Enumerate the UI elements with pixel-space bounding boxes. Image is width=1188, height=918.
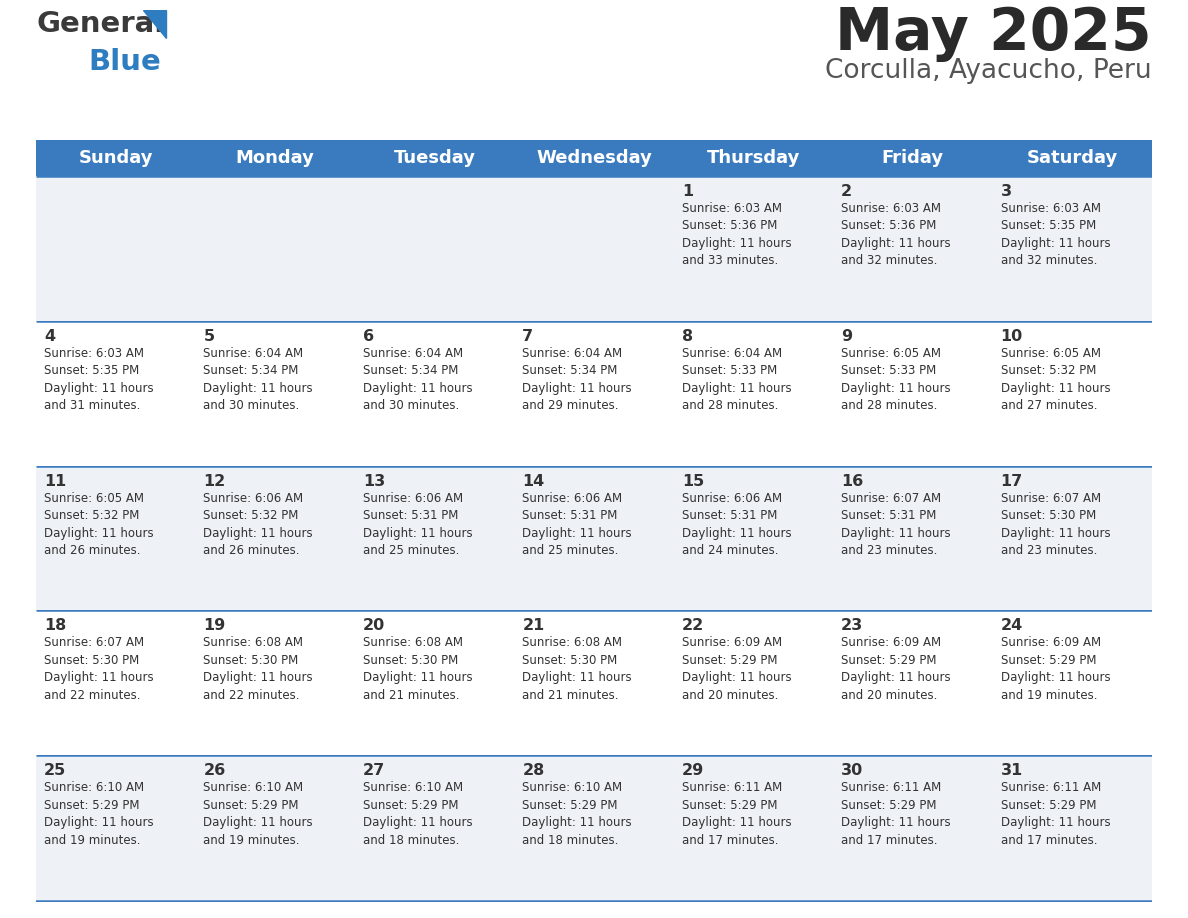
Text: 24: 24 [1000, 619, 1023, 633]
Text: 21: 21 [523, 619, 544, 633]
Text: 22: 22 [682, 619, 704, 633]
Text: 14: 14 [523, 474, 544, 488]
Text: Sunrise: 6:05 AM
Sunset: 5:33 PM
Daylight: 11 hours
and 28 minutes.: Sunrise: 6:05 AM Sunset: 5:33 PM Dayligh… [841, 347, 950, 412]
Text: Sunrise: 6:06 AM
Sunset: 5:32 PM
Daylight: 11 hours
and 26 minutes.: Sunrise: 6:06 AM Sunset: 5:32 PM Dayligh… [203, 492, 314, 557]
Text: 23: 23 [841, 619, 864, 633]
Text: Sunrise: 6:03 AM
Sunset: 5:35 PM
Daylight: 11 hours
and 32 minutes.: Sunrise: 6:03 AM Sunset: 5:35 PM Dayligh… [1000, 202, 1111, 267]
Text: 18: 18 [44, 619, 67, 633]
Text: Saturday: Saturday [1026, 149, 1118, 167]
Text: Sunrise: 6:04 AM
Sunset: 5:34 PM
Daylight: 11 hours
and 29 minutes.: Sunrise: 6:04 AM Sunset: 5:34 PM Dayligh… [523, 347, 632, 412]
Text: 31: 31 [1000, 763, 1023, 778]
Text: Sunrise: 6:09 AM
Sunset: 5:29 PM
Daylight: 11 hours
and 20 minutes.: Sunrise: 6:09 AM Sunset: 5:29 PM Dayligh… [682, 636, 791, 702]
Text: 5: 5 [203, 329, 215, 344]
Text: Sunday: Sunday [78, 149, 153, 167]
Text: May 2025: May 2025 [835, 5, 1152, 62]
Text: 26: 26 [203, 763, 226, 778]
Text: Sunrise: 6:08 AM
Sunset: 5:30 PM
Daylight: 11 hours
and 22 minutes.: Sunrise: 6:08 AM Sunset: 5:30 PM Dayligh… [203, 636, 314, 702]
Text: Sunrise: 6:09 AM
Sunset: 5:29 PM
Daylight: 11 hours
and 20 minutes.: Sunrise: 6:09 AM Sunset: 5:29 PM Dayligh… [841, 636, 950, 702]
Text: Sunrise: 6:08 AM
Sunset: 5:30 PM
Daylight: 11 hours
and 21 minutes.: Sunrise: 6:08 AM Sunset: 5:30 PM Dayligh… [362, 636, 473, 702]
Text: Sunrise: 6:09 AM
Sunset: 5:29 PM
Daylight: 11 hours
and 19 minutes.: Sunrise: 6:09 AM Sunset: 5:29 PM Dayligh… [1000, 636, 1111, 702]
Text: Sunrise: 6:11 AM
Sunset: 5:29 PM
Daylight: 11 hours
and 17 minutes.: Sunrise: 6:11 AM Sunset: 5:29 PM Dayligh… [682, 781, 791, 846]
Text: Sunrise: 6:04 AM
Sunset: 5:33 PM
Daylight: 11 hours
and 28 minutes.: Sunrise: 6:04 AM Sunset: 5:33 PM Dayligh… [682, 347, 791, 412]
Text: Tuesday: Tuesday [393, 149, 475, 167]
Text: General: General [36, 10, 164, 38]
Text: Sunrise: 6:07 AM
Sunset: 5:30 PM
Daylight: 11 hours
and 23 minutes.: Sunrise: 6:07 AM Sunset: 5:30 PM Dayligh… [1000, 492, 1111, 557]
Text: Sunrise: 6:11 AM
Sunset: 5:29 PM
Daylight: 11 hours
and 17 minutes.: Sunrise: 6:11 AM Sunset: 5:29 PM Dayligh… [841, 781, 950, 846]
Text: Sunrise: 6:06 AM
Sunset: 5:31 PM
Daylight: 11 hours
and 24 minutes.: Sunrise: 6:06 AM Sunset: 5:31 PM Dayligh… [682, 492, 791, 557]
Text: Sunrise: 6:03 AM
Sunset: 5:36 PM
Daylight: 11 hours
and 32 minutes.: Sunrise: 6:03 AM Sunset: 5:36 PM Dayligh… [841, 202, 950, 267]
Text: Thursday: Thursday [707, 149, 800, 167]
Text: 20: 20 [362, 619, 385, 633]
Text: Sunrise: 6:04 AM
Sunset: 5:34 PM
Daylight: 11 hours
and 30 minutes.: Sunrise: 6:04 AM Sunset: 5:34 PM Dayligh… [362, 347, 473, 412]
Text: 10: 10 [1000, 329, 1023, 344]
Text: Sunrise: 6:05 AM
Sunset: 5:32 PM
Daylight: 11 hours
and 26 minutes.: Sunrise: 6:05 AM Sunset: 5:32 PM Dayligh… [44, 492, 153, 557]
Text: 1: 1 [682, 184, 693, 199]
Text: 27: 27 [362, 763, 385, 778]
Text: Monday: Monday [235, 149, 315, 167]
Text: 2: 2 [841, 184, 852, 199]
Text: Sunrise: 6:05 AM
Sunset: 5:32 PM
Daylight: 11 hours
and 27 minutes.: Sunrise: 6:05 AM Sunset: 5:32 PM Dayligh… [1000, 347, 1111, 412]
Text: 30: 30 [841, 763, 864, 778]
Text: Sunrise: 6:10 AM
Sunset: 5:29 PM
Daylight: 11 hours
and 18 minutes.: Sunrise: 6:10 AM Sunset: 5:29 PM Dayligh… [362, 781, 473, 846]
Text: 4: 4 [44, 329, 55, 344]
Text: Sunrise: 6:03 AM
Sunset: 5:35 PM
Daylight: 11 hours
and 31 minutes.: Sunrise: 6:03 AM Sunset: 5:35 PM Dayligh… [44, 347, 153, 412]
Text: 29: 29 [682, 763, 704, 778]
Text: Sunrise: 6:10 AM
Sunset: 5:29 PM
Daylight: 11 hours
and 19 minutes.: Sunrise: 6:10 AM Sunset: 5:29 PM Dayligh… [44, 781, 153, 846]
Text: 16: 16 [841, 474, 864, 488]
Text: 8: 8 [682, 329, 693, 344]
Polygon shape [143, 10, 166, 38]
Text: 25: 25 [44, 763, 67, 778]
Text: Sunrise: 6:06 AM
Sunset: 5:31 PM
Daylight: 11 hours
and 25 minutes.: Sunrise: 6:06 AM Sunset: 5:31 PM Dayligh… [523, 492, 632, 557]
Text: Sunrise: 6:03 AM
Sunset: 5:36 PM
Daylight: 11 hours
and 33 minutes.: Sunrise: 6:03 AM Sunset: 5:36 PM Dayligh… [682, 202, 791, 267]
Text: 6: 6 [362, 329, 374, 344]
Text: Blue: Blue [88, 48, 160, 76]
Text: 9: 9 [841, 329, 852, 344]
Text: Sunrise: 6:10 AM
Sunset: 5:29 PM
Daylight: 11 hours
and 18 minutes.: Sunrise: 6:10 AM Sunset: 5:29 PM Dayligh… [523, 781, 632, 846]
Text: 13: 13 [362, 474, 385, 488]
Text: Sunrise: 6:08 AM
Sunset: 5:30 PM
Daylight: 11 hours
and 21 minutes.: Sunrise: 6:08 AM Sunset: 5:30 PM Dayligh… [523, 636, 632, 702]
Text: 12: 12 [203, 474, 226, 488]
Text: Sunrise: 6:06 AM
Sunset: 5:31 PM
Daylight: 11 hours
and 25 minutes.: Sunrise: 6:06 AM Sunset: 5:31 PM Dayligh… [362, 492, 473, 557]
Text: Sunrise: 6:11 AM
Sunset: 5:29 PM
Daylight: 11 hours
and 17 minutes.: Sunrise: 6:11 AM Sunset: 5:29 PM Dayligh… [1000, 781, 1111, 846]
Text: Wednesday: Wednesday [536, 149, 652, 167]
Text: 19: 19 [203, 619, 226, 633]
Text: 15: 15 [682, 474, 704, 488]
Text: Sunrise: 6:07 AM
Sunset: 5:31 PM
Daylight: 11 hours
and 23 minutes.: Sunrise: 6:07 AM Sunset: 5:31 PM Dayligh… [841, 492, 950, 557]
Text: Sunrise: 6:04 AM
Sunset: 5:34 PM
Daylight: 11 hours
and 30 minutes.: Sunrise: 6:04 AM Sunset: 5:34 PM Dayligh… [203, 347, 314, 412]
Text: Sunrise: 6:07 AM
Sunset: 5:30 PM
Daylight: 11 hours
and 22 minutes.: Sunrise: 6:07 AM Sunset: 5:30 PM Dayligh… [44, 636, 153, 702]
Text: Friday: Friday [881, 149, 944, 167]
Text: 11: 11 [44, 474, 67, 488]
Text: 3: 3 [1000, 184, 1012, 199]
Text: 7: 7 [523, 329, 533, 344]
Text: 28: 28 [523, 763, 544, 778]
Text: Sunrise: 6:10 AM
Sunset: 5:29 PM
Daylight: 11 hours
and 19 minutes.: Sunrise: 6:10 AM Sunset: 5:29 PM Dayligh… [203, 781, 314, 846]
Text: 17: 17 [1000, 474, 1023, 488]
Text: Corculla, Ayacucho, Peru: Corculla, Ayacucho, Peru [826, 58, 1152, 84]
